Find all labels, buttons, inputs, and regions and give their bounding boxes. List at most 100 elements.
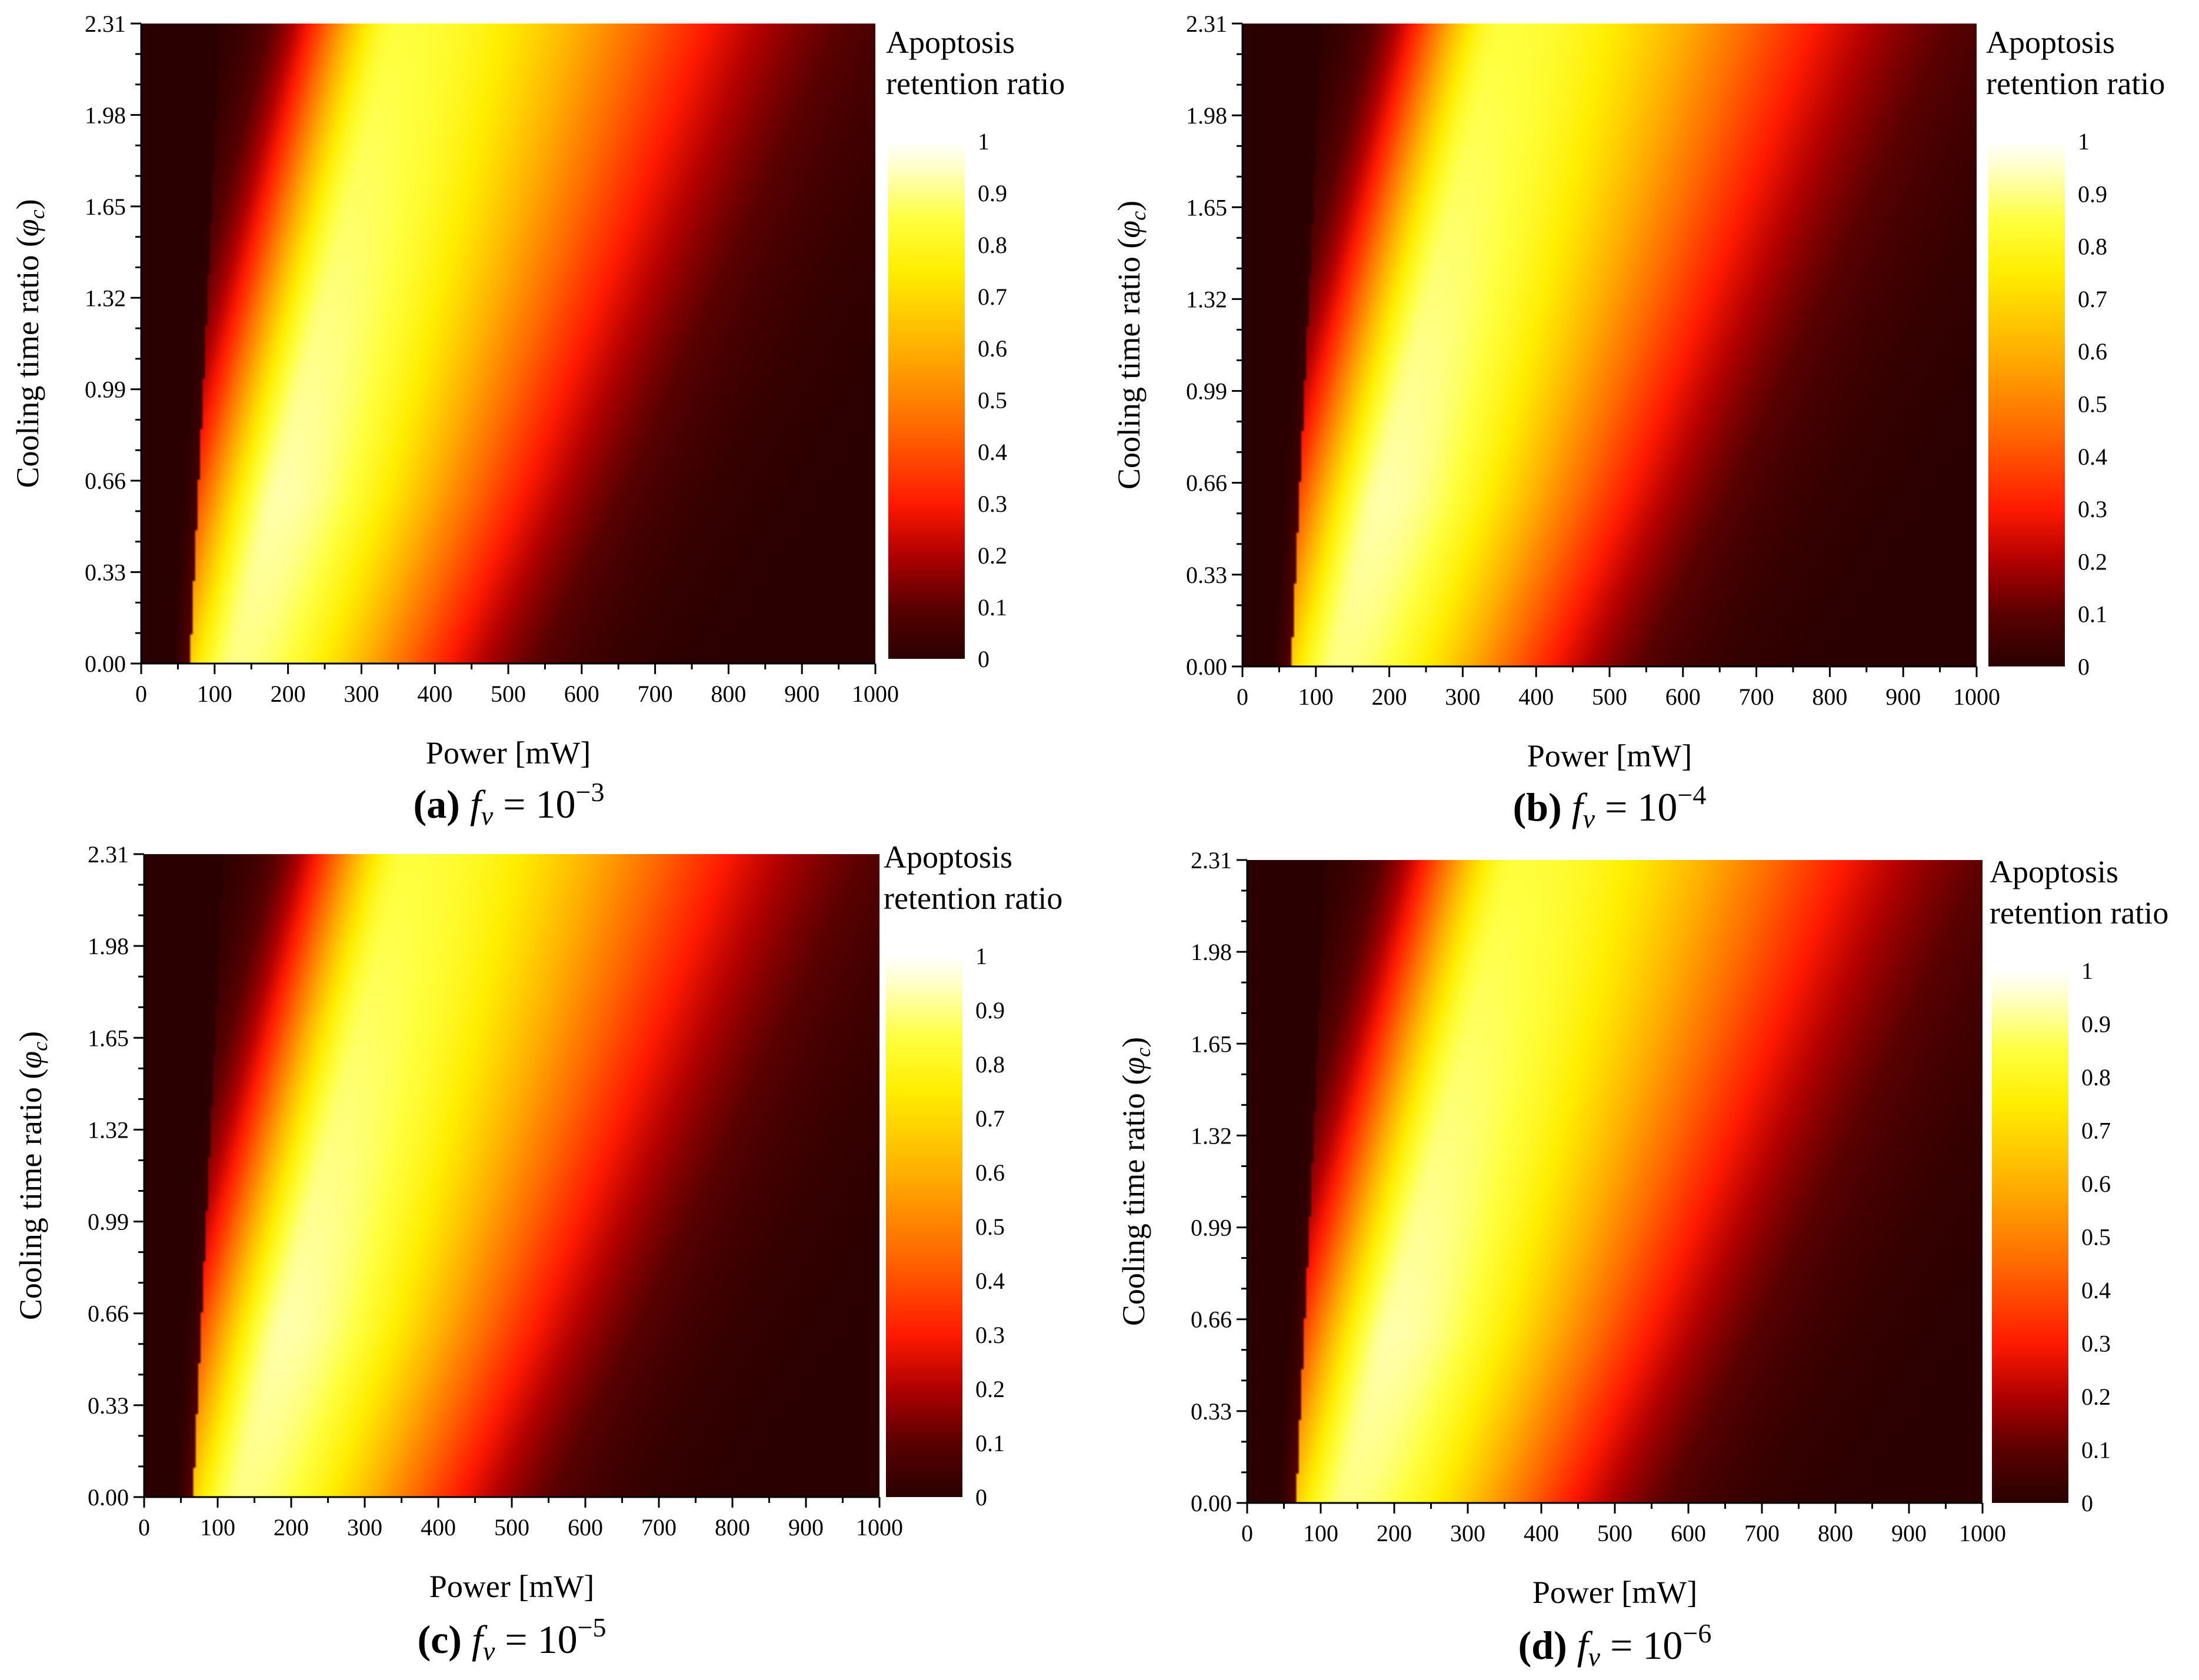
x-tick-label: 1000 [856,1514,903,1541]
x-tick-label: 800 [711,681,746,707]
x-tick-label: 400 [421,1514,456,1541]
panel-b: 0 100 200 300 400 500 600 700 800 900 1000 0.00 0.33… [1111,11,2165,834]
colorbar-tick-label: 0.6 [2081,1171,2111,1197]
colorbar-tick-label: 0.7 [978,284,1007,310]
y-tick-label: 1.65 [1186,194,1227,221]
y-tick-label: 1.65 [85,194,126,220]
colorbar-tick-label: 0.5 [2078,391,2107,418]
colorbar [886,956,962,1497]
colorbar-tick-label: 0.7 [975,1105,1005,1132]
colorbar-tick-label: 0.3 [975,1322,1005,1348]
y-tick-label: 2.31 [85,11,126,37]
colorbar-tick-label: 0.2 [2078,548,2107,575]
colorbar-tick-label: 0.2 [2081,1384,2111,1410]
y-tick-label: 2.31 [1186,11,1227,37]
x-tick-label: 500 [1592,684,1627,710]
x-tick-label: 1000 [1959,1520,2006,1546]
colorbar-title-line2: retention ratio [1986,66,2165,101]
panel-c: 0 100 200 300 400 500 600 700 800 900 1000 0.00 0.33… [13,839,1062,1666]
x-tick-label: 800 [1818,1520,1853,1546]
colorbar-title-line2: retention ratio [884,881,1062,916]
y-axis-label: Cooling time ratio (φc) [1116,1037,1155,1326]
colorbar-title-line1: Apoptosis [886,25,1015,60]
x-tick-label: 0 [135,681,147,707]
panel-caption: (a) fv = 10−3 [414,777,605,831]
x-tick-label: 200 [271,681,306,707]
x-tick-label: 0 [138,1514,150,1541]
x-tick-label: 900 [1885,684,1921,710]
colorbar [1992,971,2068,1503]
colorbar-tick-label: 0.6 [2078,338,2107,365]
x-tick-label: 200 [274,1514,309,1541]
heatmap-field-c [144,854,879,1497]
y-tick-label: 1.98 [85,102,126,128]
colorbar-tick-label: 0.1 [978,594,1007,621]
colorbar-tick-label: 1 [2078,128,2090,155]
x-tick-label: 700 [1739,684,1774,710]
x-tick-label: 300 [1450,1520,1485,1546]
x-tick-label: 200 [1372,684,1407,710]
y-tick-label: 0.99 [1191,1215,1232,1241]
y-tick-label: 0.00 [1191,1490,1232,1516]
x-tick-label: 100 [200,1514,235,1541]
y-tick-label: 2.31 [1191,847,1232,874]
heatmap-field-d [1247,860,1983,1503]
colorbar-tick-label: 0 [975,1484,987,1511]
y-tick-label: 0.99 [1186,378,1227,405]
x-tick-label: 300 [347,1514,382,1541]
x-tick-label: 1000 [1953,684,2000,710]
colorbar-tick-label: 0.8 [2078,234,2107,260]
x-axis-label: Power [mW] [1527,738,1692,774]
x-axis-label: Power [mW] [429,1569,594,1604]
x-axis-label: Power [mW] [426,735,591,771]
heatmap-field-b [1242,24,1977,666]
x-tick-label: 500 [494,1514,529,1541]
x-tick-label: 700 [641,1514,677,1541]
colorbar-tick-label: 0.9 [2081,1011,2111,1038]
colorbar-tick-label: 0.1 [2078,601,2107,628]
y-axis-label: Cooling time ratio (φc) [13,1031,52,1320]
colorbar-title-line2: retention ratio [1990,895,2168,931]
colorbar-title-line1: Apoptosis [884,839,1012,875]
x-tick-label: 300 [344,681,379,707]
colorbar-tick-label: 0.4 [2078,444,2107,470]
colorbar-title-line1: Apoptosis [1990,854,2118,889]
colorbar-tick-label: 0 [2081,1490,2093,1516]
y-tick-label: 0.33 [88,1392,129,1419]
colorbar-tick-label: 0.4 [978,439,1007,465]
colorbar-tick-label: 0.3 [2078,496,2107,522]
y-tick-label: 1.98 [1191,939,1232,965]
colorbar-tick-label: 0 [2078,654,2090,680]
y-axis-label: Cooling time ratio (φc) [10,199,49,488]
y-tick-label: 0.33 [85,559,126,586]
colorbar-tick-label: 0.7 [2081,1118,2111,1144]
y-tick-label: 1.32 [88,1116,129,1143]
x-tick-label: 900 [784,681,819,707]
x-tick-label: 200 [1377,1520,1412,1546]
y-axis-label: Cooling time ratio (φc) [1111,201,1150,489]
x-tick-label: 600 [564,681,599,707]
x-tick-label: 100 [1303,1520,1338,1546]
heatmap-field-a [141,24,875,664]
colorbar-title-line1: Apoptosis [1986,25,2115,60]
x-tick-label: 300 [1445,684,1480,710]
colorbar-tick-label: 0.4 [975,1268,1005,1294]
x-tick-label: 500 [491,681,526,707]
colorbar-tick-label: 0.1 [2081,1437,2111,1464]
colorbar-tick-label: 0.6 [978,335,1007,362]
colorbar-title-line2: retention ratio [886,66,1065,101]
colorbar-tick-label: 1 [975,943,987,969]
y-tick-label: 0.66 [1186,470,1227,496]
x-tick-label: 700 [638,681,673,707]
colorbar-tick-label: 0.5 [978,387,1007,414]
colorbar-tick-label: 0.9 [975,997,1005,1024]
colorbar-tick-label: 0.1 [975,1430,1005,1456]
colorbar-tick-label: 0.2 [978,542,1007,569]
colorbar-tick-label: 1 [978,128,989,155]
x-tick-label: 0 [1241,1520,1253,1546]
x-tick-label: 400 [1524,1520,1559,1546]
x-axis-label: Power [mW] [1532,1575,1697,1610]
y-tick-label: 0.00 [88,1484,129,1511]
y-tick-label: 0.00 [85,651,126,677]
colorbar [1988,141,2065,666]
